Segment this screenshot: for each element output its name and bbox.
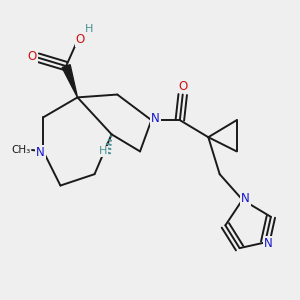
Text: N: N	[241, 192, 250, 205]
Text: O: O	[27, 50, 37, 63]
Text: O: O	[76, 33, 85, 46]
Text: N: N	[151, 112, 160, 125]
Text: O: O	[178, 80, 187, 92]
Text: CH₃: CH₃	[11, 145, 30, 155]
Text: N: N	[264, 237, 272, 250]
Text: H: H	[85, 24, 93, 34]
Text: H: H	[99, 146, 107, 156]
Polygon shape	[62, 64, 77, 98]
Text: N: N	[36, 146, 45, 159]
